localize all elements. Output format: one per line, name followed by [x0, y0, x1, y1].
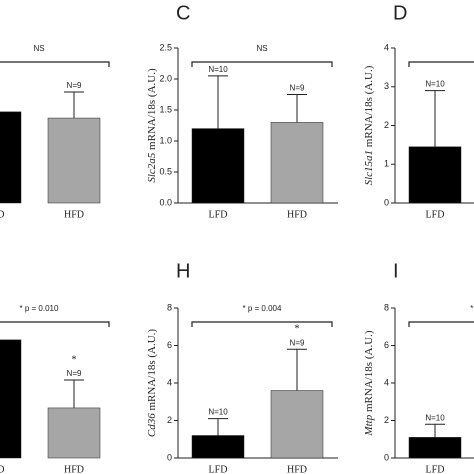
y-tick-label: 0 [167, 452, 172, 462]
y-label-unit: mRNA/18s (A.U.) [363, 65, 375, 150]
y-tick-label: 1.0 [159, 135, 172, 145]
x-tick-label: HFD [64, 209, 84, 220]
error-bar [64, 91, 84, 119]
y-tick-label: 8 [167, 302, 172, 312]
significance-label: * p = 0.004 [243, 304, 282, 313]
y-label-gene: Mttp [363, 414, 375, 436]
error-bar [287, 94, 307, 123]
n-label: N=9 [290, 84, 305, 93]
significance-label: * p = 0.010 [20, 304, 59, 313]
significance-bracket [191, 321, 333, 327]
significance-bracket [408, 321, 474, 327]
y-tick-label: 2 [384, 120, 389, 130]
y-tick-label: 1 [384, 159, 389, 169]
y-label-gene: Slc2a5 [146, 152, 158, 182]
y-axis-label: Mttp mRNA/18s (A.U.) [363, 330, 375, 436]
n-label: N=10 [208, 408, 228, 417]
y-tick-label: 2 [167, 415, 172, 425]
y-tick-label: 2.0 [159, 73, 172, 83]
bar [408, 146, 462, 204]
y-tick-label: 3 [384, 81, 389, 91]
y-axis-label: Slc15a1 mRNA/18s (A.U.) [363, 65, 375, 185]
x-tick-label: LFD [0, 464, 4, 474]
error-bar [208, 75, 228, 129]
n-label: N=9 [290, 338, 305, 347]
y-tick-label: 8 [384, 302, 389, 312]
error-bar [425, 90, 445, 147]
bar [270, 390, 324, 459]
error-bar [64, 379, 84, 408]
bar [47, 117, 101, 204]
bar [191, 435, 245, 459]
x-tick-label: HFD [287, 209, 307, 220]
n-label: N=9 [67, 81, 82, 90]
y-label-unit: mRNA/18s (A.U.) [146, 329, 158, 414]
x-tick-label: LFD [209, 209, 228, 220]
x-tick-label: LFD [426, 209, 445, 220]
x-tick-label: HFD [287, 464, 307, 474]
panel-letter: H [176, 260, 190, 282]
y-label-gene: Slc15a1 [363, 150, 375, 185]
significance-bracket [191, 61, 333, 67]
y-label-unit: mRNA/18s (A.U.) [363, 330, 375, 415]
significance-star: * [72, 354, 77, 365]
y-axis-label: Cd36 mRNA/18s (A.U.) [146, 329, 158, 438]
y-tick-label: 6 [384, 340, 389, 350]
y-tick-label: 2 [384, 415, 389, 425]
bar [191, 128, 245, 204]
significance-star: * [295, 324, 300, 335]
x-tick-label: LFD [0, 209, 4, 220]
x-tick-label: LFD [426, 464, 445, 474]
y-tick-label: 0 [384, 452, 389, 462]
y-label-unit: mRNA/18s (A.U.) [146, 68, 158, 153]
bar [0, 111, 22, 204]
bar [0, 339, 22, 459]
y-axis-label: Slc2a5 mRNA/18s (A.U.) [146, 68, 158, 183]
y-tick-label: 4 [167, 377, 172, 387]
panel-letter: C [176, 2, 190, 24]
significance-bracket [0, 321, 110, 327]
panel-letter: I [393, 260, 399, 282]
y-tick-label: 2.5 [159, 42, 172, 52]
y-tick-label: 0.5 [159, 166, 172, 176]
y-tick-label: 4 [384, 42, 389, 52]
y-tick-label: 4 [384, 377, 389, 387]
error-bar [425, 423, 445, 438]
n-label: N=10 [425, 80, 445, 89]
significance-label: NS [33, 44, 44, 53]
y-tick-label: 0 [384, 197, 389, 207]
x-tick-label: LFD [209, 464, 228, 474]
y-tick-label: 1.5 [159, 104, 172, 114]
bar [270, 122, 324, 204]
error-bar [208, 418, 228, 436]
bar [47, 407, 101, 459]
n-label: N=10 [208, 65, 228, 74]
n-label: N=10 [425, 413, 445, 422]
y-tick-label: 6 [167, 340, 172, 350]
significance-bracket [0, 61, 110, 67]
significance-bracket [408, 61, 474, 67]
x-tick-label: HFD [64, 464, 84, 474]
bar [408, 437, 462, 459]
y-label-gene: Cd36 [146, 413, 158, 437]
significance-label: * P = [470, 304, 474, 313]
significance-label: NS [256, 44, 267, 53]
error-bar [287, 348, 307, 391]
panel-letter: D [393, 2, 407, 24]
n-label: N=9 [67, 369, 82, 378]
y-tick-label: 0.0 [159, 197, 172, 207]
